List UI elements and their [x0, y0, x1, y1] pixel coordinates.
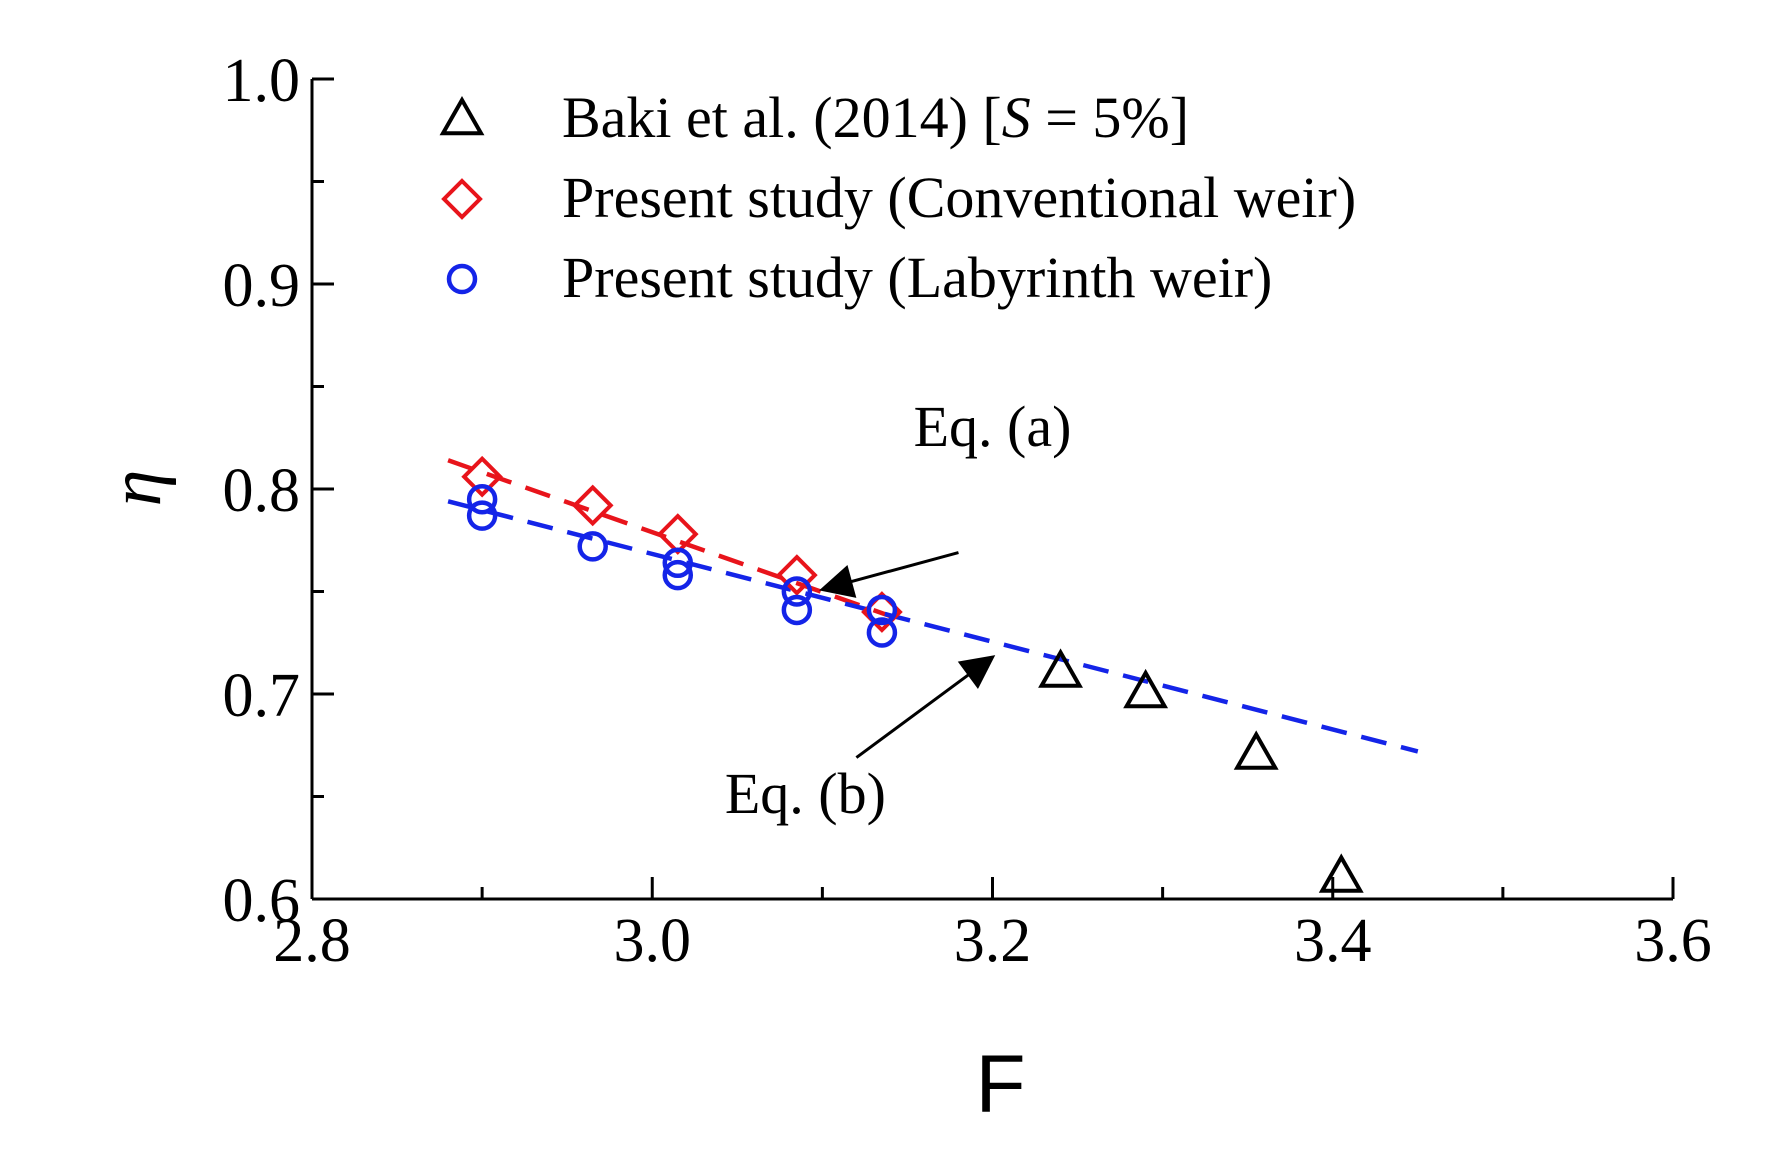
diamond-data-point	[571, 484, 614, 527]
legend-marker	[441, 178, 483, 220]
circle-data-point	[577, 531, 608, 562]
circle-data-point	[781, 576, 813, 607]
legend-marker	[439, 95, 485, 136]
triangle-data-point	[1038, 648, 1083, 688]
circle-data-point	[466, 500, 498, 531]
annotation-label: Eq. (a)	[914, 394, 1072, 459]
diamond-data-point	[776, 554, 818, 596]
y-tick-label: 1.0	[223, 47, 301, 115]
x-tick-label: 3.6	[1634, 907, 1712, 975]
y-tick-label: 0.8	[223, 457, 301, 525]
x-tick-label: 3.0	[614, 907, 692, 975]
x-axis-title: F	[975, 1039, 1025, 1130]
circle-data-point	[662, 547, 694, 579]
fit-line	[447, 499, 1419, 754]
legend-label-part: = 5%]	[1031, 85, 1189, 150]
x-tick-label: 2.8	[273, 907, 351, 975]
fit-line	[447, 458, 892, 619]
annotation-arrow	[855, 655, 996, 759]
circle-data-point	[662, 559, 694, 591]
circle-data-point	[866, 617, 898, 648]
legend-label-part: S	[1002, 85, 1031, 150]
y-axis-title: η	[95, 470, 177, 507]
legend-label: Present study (Conventional weir)	[562, 165, 1356, 230]
circle-data-point	[781, 594, 813, 626]
y-tick-label: 0.6	[223, 867, 301, 935]
annotation-label: Eq. (b)	[725, 761, 886, 826]
legend-label: Present study (Labyrinth weir)	[562, 245, 1272, 310]
circle-data-point	[466, 484, 498, 515]
circle-data-point	[866, 594, 898, 626]
legend-label: Baki et al. (2014) [S = 5%]	[562, 85, 1189, 150]
diamond-data-point	[461, 455, 503, 498]
legend-label-part: Baki et al. (2014) [	[562, 85, 1002, 150]
x-tick-label: 3.4	[1294, 907, 1372, 975]
triangle-data-point	[1233, 730, 1279, 770]
triangle-data-point	[1123, 668, 1169, 709]
annotation-arrow	[819, 551, 959, 598]
legend-marker	[446, 263, 478, 295]
diamond-data-point	[656, 513, 699, 555]
x-tick-label: 3.2	[954, 907, 1032, 975]
triangle-data-point	[1318, 853, 1364, 893]
y-tick-label: 0.7	[223, 662, 301, 730]
y-tick-label: 0.9	[223, 252, 301, 320]
